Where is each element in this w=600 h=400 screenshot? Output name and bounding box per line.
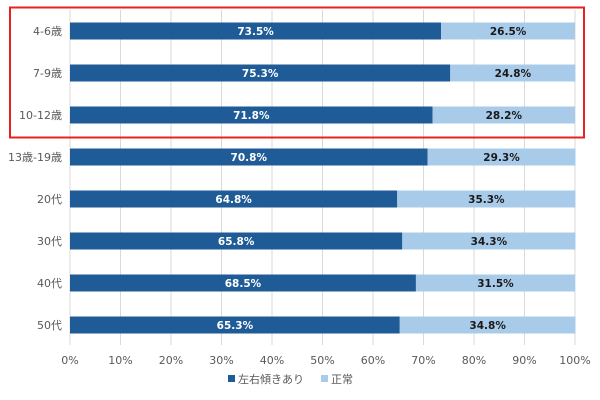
data-label: 29.3%	[483, 152, 520, 164]
legend-label: 左右傾きあり	[238, 372, 304, 386]
category-label: 20代	[37, 193, 62, 206]
data-label: 68.5%	[225, 278, 262, 290]
bars	[70, 22, 576, 334]
bar-segment-tilted	[70, 64, 451, 82]
bar-segment-tilted	[70, 106, 433, 124]
gridlines	[69, 10, 576, 345]
bar-segment-tilted	[70, 22, 442, 40]
category-label: 10-12歳	[19, 109, 62, 122]
bar-segment-normal	[399, 316, 576, 334]
category-label: 30代	[37, 235, 62, 248]
data-label: 71.8%	[233, 110, 270, 122]
x-tick-label: 40%	[260, 354, 284, 367]
x-tick-label: 70%	[411, 354, 435, 367]
bar-segment-tilted	[70, 148, 428, 166]
category-label: 50代	[37, 319, 62, 332]
category-label: 4-6歳	[33, 25, 62, 38]
highlight	[9, 6, 585, 139]
bar-segment-normal	[415, 274, 575, 292]
data-label: 34.8%	[469, 320, 506, 332]
x-tick-label: 100%	[559, 354, 590, 367]
legend-swatch-normal	[321, 375, 328, 382]
bar-segment-tilted	[70, 274, 416, 292]
bar-segment-tilted	[70, 190, 398, 208]
highlight-box	[9, 6, 585, 139]
data-label: 26.5%	[490, 26, 527, 38]
x-tick-label: 50%	[310, 354, 334, 367]
legend-swatch-tilted	[228, 375, 235, 382]
x-tick-label: 0%	[61, 354, 78, 367]
data-label: 31.5%	[477, 278, 514, 290]
data-label: 35.3%	[468, 194, 505, 206]
bar-segment-normal	[450, 64, 576, 82]
x-tick-label: 10%	[108, 354, 132, 367]
category-label: 13歳-19歳	[8, 151, 62, 164]
x-tick-label: 30%	[209, 354, 233, 367]
data-labels: 73.5% 26.5% 75.3% 24.8% 71.8% 28.2% 70.8% 29.3%…	[215, 26, 531, 332]
x-tick-label: 80%	[462, 354, 486, 367]
bar-segment-normal	[402, 232, 576, 250]
data-label: 28.2%	[486, 110, 523, 122]
legend-label: 正常	[331, 373, 353, 386]
data-label: 64.8%	[215, 194, 252, 206]
data-label: 73.5%	[237, 26, 274, 38]
legend: 左右傾きあり 正常	[228, 372, 353, 386]
data-label: 65.3%	[217, 320, 254, 332]
category-label: 7-9歳	[33, 67, 62, 80]
bar-segment-normal	[441, 22, 575, 40]
data-label: 24.8%	[495, 68, 532, 80]
data-label: 34.3%	[471, 236, 508, 248]
data-label: 70.8%	[231, 152, 268, 164]
data-label: 75.3%	[242, 68, 279, 80]
bar-segment-normal	[427, 148, 576, 166]
x-tick-label: 60%	[361, 354, 385, 367]
data-label: 65.8%	[218, 236, 255, 248]
bar-segment-tilted	[70, 316, 400, 334]
x-tick-label: 20%	[159, 354, 183, 367]
value-axis: 0% 10% 20% 30% 40% 50% 60% 70% 80% 90% 100%	[61, 354, 590, 367]
category-label: 40代	[37, 277, 62, 290]
bar-segment-normal	[432, 106, 575, 124]
bar-segment-normal	[397, 190, 576, 208]
x-tick-label: 90%	[512, 354, 536, 367]
bar-segment-tilted	[70, 232, 403, 250]
category-axis: 4-6歳 7-9歳 10-12歳 13歳-19歳 20代 30代 40代 50代	[8, 25, 62, 332]
